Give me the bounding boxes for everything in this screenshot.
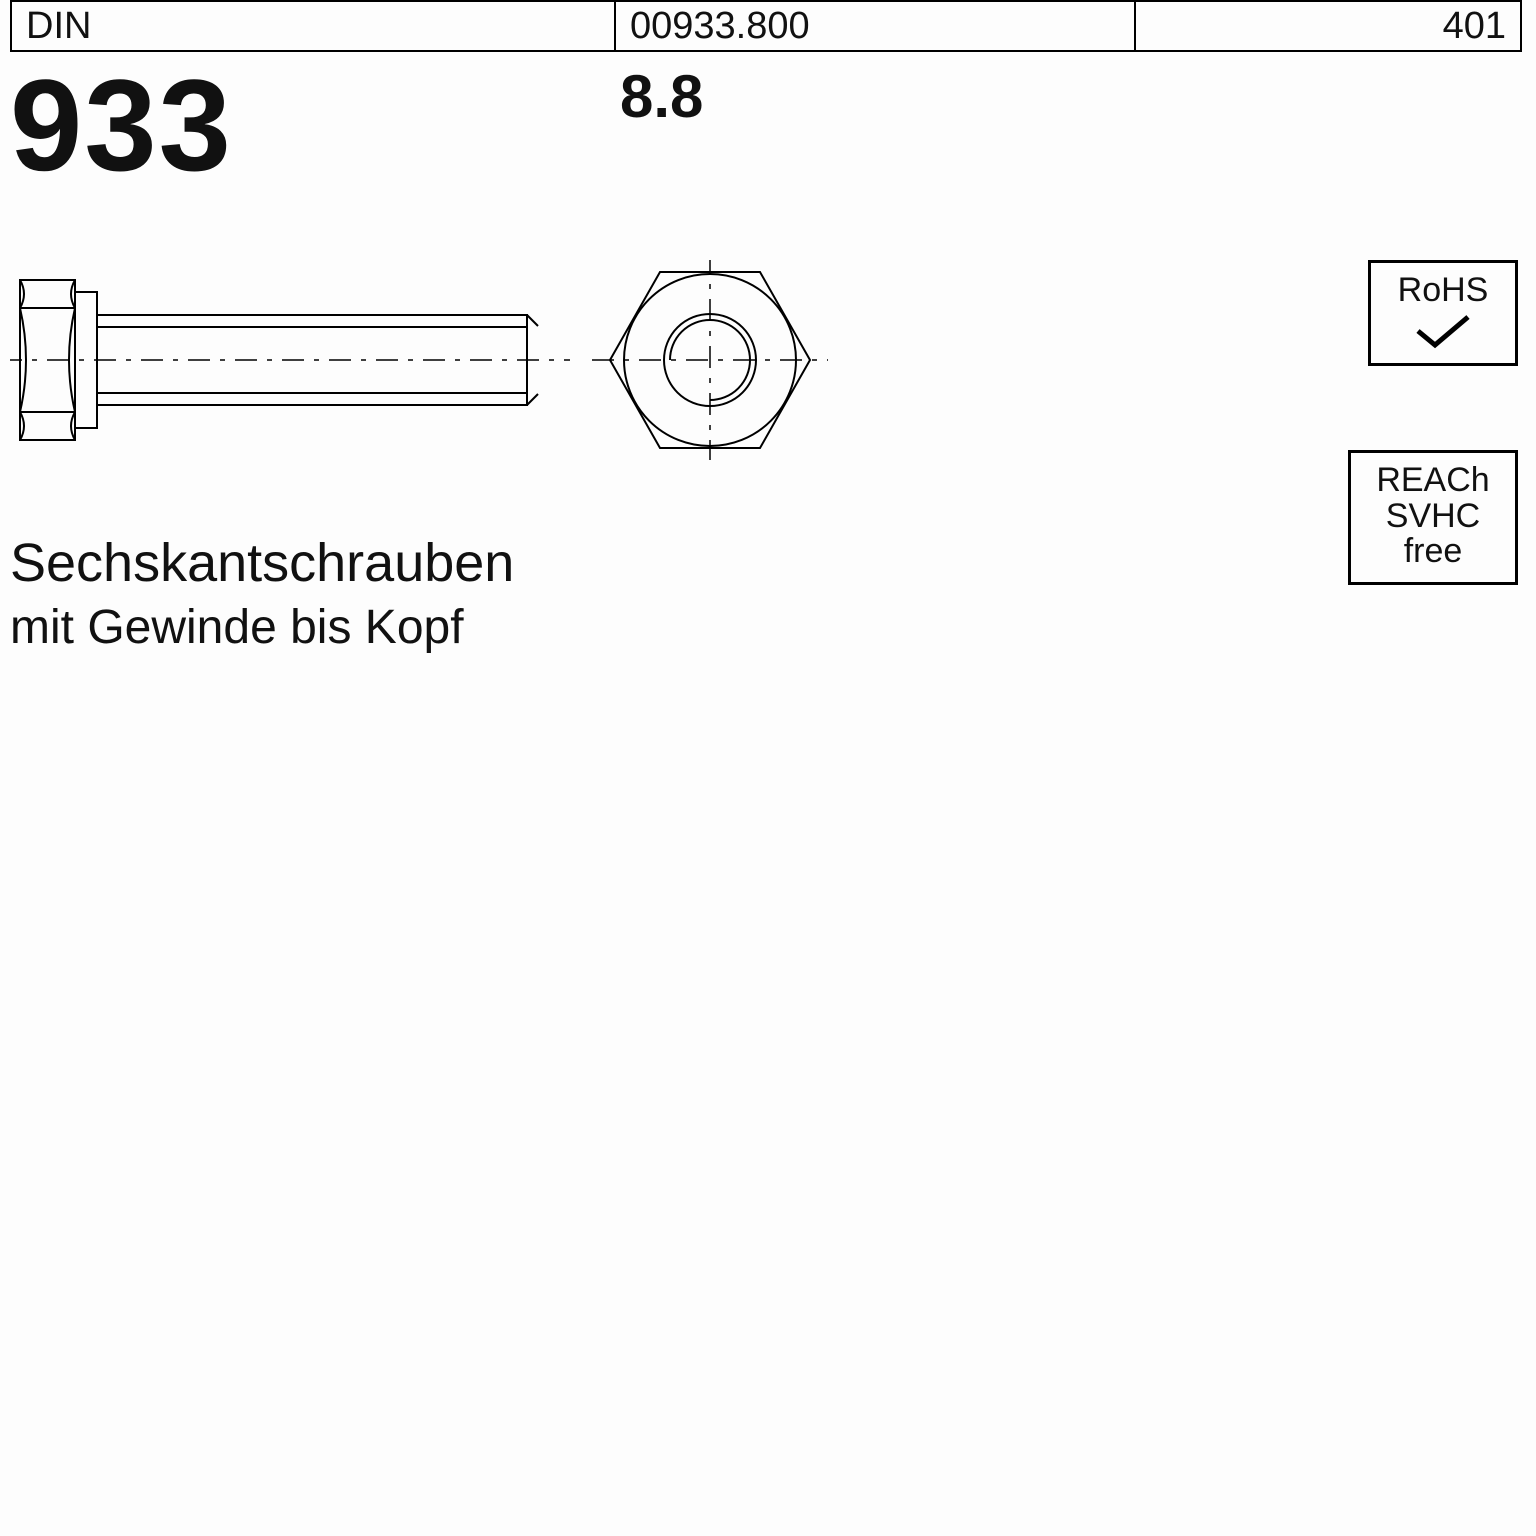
reach-line1: REACh: [1369, 463, 1497, 499]
strength-grade: 8.8: [620, 62, 703, 131]
rohs-label: RoHS: [1398, 271, 1489, 309]
description-line1: Sechskantschrauben: [10, 530, 514, 598]
reach-line3: free: [1369, 534, 1497, 570]
check-icon: [1413, 313, 1473, 351]
description-line2: mit Gewinde bis Kopf: [10, 598, 514, 658]
rohs-badge: RoHS: [1368, 260, 1518, 366]
product-description: Sechskantschrauben mit Gewinde bis Kopf: [10, 530, 514, 658]
header-code: 401: [1136, 2, 1520, 50]
header-row: DIN 00933.800 401: [10, 0, 1522, 52]
reach-badge: REACh SVHC free: [1348, 450, 1518, 585]
din-number: 933: [10, 50, 233, 200]
header-article: 00933.800: [616, 2, 1136, 50]
bolt-diagram: [10, 260, 910, 460]
reach-line2: SVHC: [1369, 499, 1497, 535]
header-standard: DIN: [12, 2, 616, 50]
spec-sheet: DIN 00933.800 401 933 8.8: [0, 0, 1536, 1024]
